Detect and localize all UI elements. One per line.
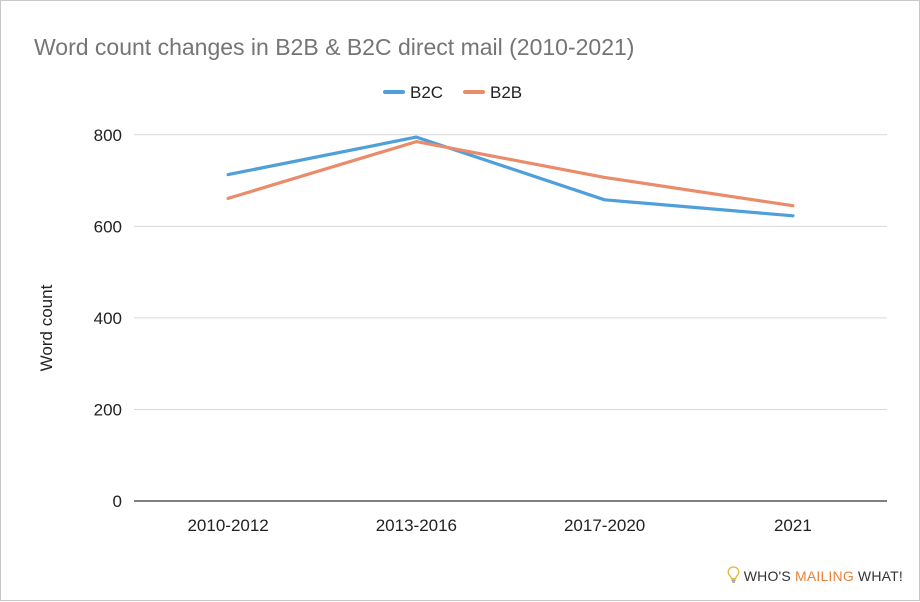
y-tick-label: 200 — [94, 400, 122, 419]
legend: B2C B2B — [385, 83, 522, 102]
x-tick-label: 2017-2020 — [564, 516, 645, 535]
whos-mailing-what-logo: WHO'S MAILING WHAT! — [727, 566, 903, 586]
series-line-b2c — [228, 137, 793, 216]
y-tick-label: 400 — [94, 309, 122, 328]
gridlines — [134, 135, 887, 501]
logo-text-whos: WHO'S — [744, 568, 791, 584]
x-axis-ticks: 2010-2012 2013-2016 2017-2020 2021 — [187, 516, 811, 535]
x-tick-label: 2021 — [774, 516, 812, 535]
y-axis-ticks: 0 200 400 600 800 — [94, 126, 122, 511]
legend-label-b2b: B2B — [490, 83, 522, 102]
series-line-b2b — [228, 142, 793, 206]
logo-text-what: WHAT! — [858, 568, 903, 584]
logo-text-mailing: MAILING — [795, 568, 854, 584]
x-tick-label: 2013-2016 — [376, 516, 457, 535]
x-tick-label: 2010-2012 — [187, 516, 268, 535]
y-tick-label: 800 — [94, 126, 122, 145]
y-tick-label: 0 — [113, 492, 122, 511]
legend-label-b2c: B2C — [410, 83, 443, 102]
lightbulb-icon — [727, 566, 740, 586]
series-lines — [228, 137, 793, 216]
chart-title: Word count changes in B2B & B2C direct m… — [34, 34, 634, 60]
y-axis-title: Word count — [37, 284, 56, 371]
y-tick-label: 600 — [94, 217, 122, 236]
